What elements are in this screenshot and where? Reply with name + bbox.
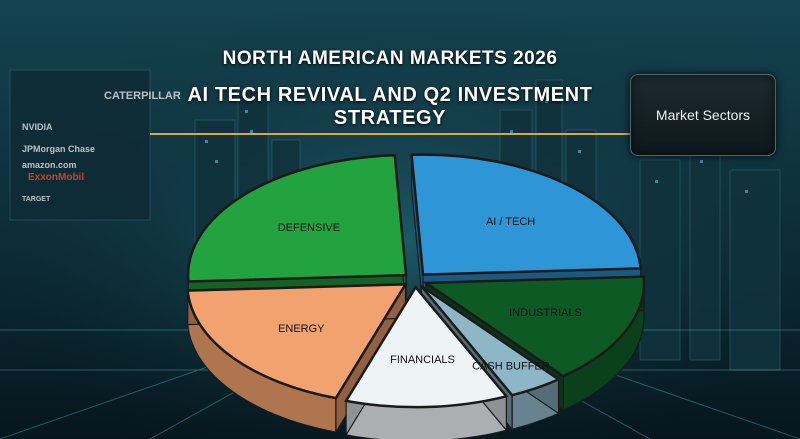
logo-nvidia: NVIDIA — [22, 122, 53, 132]
chart-title: NORTH AMERICAN MARKETS 2026 — [222, 48, 558, 69]
slice-label: CASH BUFFER — [472, 361, 550, 373]
logo-jpmorgan: JPMorgan Chase — [22, 144, 96, 154]
slice-label: FINANCIALS — [390, 354, 455, 366]
slice-label: INDUSTRIALS — [509, 307, 582, 319]
company-logo-wall: CATERPILLAR NVIDIA JPMorgan Chase amazon… — [8, 60, 181, 220]
slice-ai-tech — [410, 153, 643, 276]
chart-subtitle: AI TECH REVIVAL AND Q2 INVESTMENT STRATE… — [150, 84, 630, 135]
slice-energy — [186, 283, 408, 400]
logo-caterpillar: CATERPILLAR — [104, 90, 181, 102]
logo-amazon: amazon.com — [22, 160, 77, 170]
slice-label: DEFENSIVE — [278, 222, 340, 234]
slice-defensive — [186, 154, 408, 283]
title-block: NORTH AMERICAN MARKETS 2026 AI TECH REVI… — [150, 48, 630, 135]
slice-financials — [344, 285, 509, 409]
logo-exxonmobil: ExxonMobil — [28, 172, 85, 183]
market-sectors-button[interactable]: Market Sectors — [630, 74, 776, 156]
slice-label: ENERGY — [278, 323, 325, 335]
slice-label: AI / TECH — [486, 216, 535, 228]
market-sectors-label: Market Sectors — [655, 107, 751, 123]
slice-cash-buffer — [420, 285, 562, 397]
logo-target: TARGET — [22, 196, 51, 203]
slice-industrials — [422, 275, 646, 378]
